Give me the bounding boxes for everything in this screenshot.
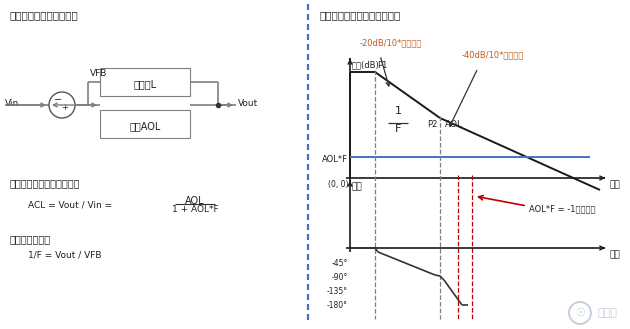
Text: -45°: -45° xyxy=(331,260,348,268)
Text: 1: 1 xyxy=(394,106,401,116)
Text: ☉: ☉ xyxy=(575,308,585,318)
Text: -20dB/10*倍频衰减: -20dB/10*倍频衰减 xyxy=(360,38,422,47)
Text: Vin: Vin xyxy=(5,99,20,108)
Text: 相位: 相位 xyxy=(352,182,363,191)
Text: (0, 0): (0, 0) xyxy=(328,180,348,189)
Text: P2: P2 xyxy=(428,120,438,129)
Text: AOL*F: AOL*F xyxy=(322,155,348,164)
Text: AOL*F = -1摆荡区域: AOL*F = -1摆荡区域 xyxy=(529,205,595,214)
Text: 运放AOL: 运放AOL xyxy=(129,121,161,131)
Text: 1/F = Vout / VFB: 1/F = Vout / VFB xyxy=(28,250,101,259)
Text: 频率: 频率 xyxy=(610,250,621,259)
Text: -40dB/10*倍频衰减: -40dB/10*倍频衰减 xyxy=(462,50,524,59)
Text: AOL: AOL xyxy=(445,120,463,129)
Text: -90°: -90° xyxy=(331,273,348,283)
Text: AOL: AOL xyxy=(185,196,205,206)
Text: F: F xyxy=(395,124,401,134)
Text: -180°: -180° xyxy=(327,301,348,311)
Text: +: + xyxy=(62,104,69,113)
Text: VFB: VFB xyxy=(90,69,107,78)
Text: 运放负反馈放大电路模型: 运放负反馈放大电路模型 xyxy=(10,10,79,20)
Text: Vout: Vout xyxy=(238,99,258,108)
Bar xyxy=(100,68,190,96)
Text: −: − xyxy=(54,95,62,105)
Text: -135°: -135° xyxy=(327,288,348,296)
Circle shape xyxy=(49,92,75,118)
Bar xyxy=(100,110,190,138)
Text: 反馈系数的倒数: 反馈系数的倒数 xyxy=(10,234,51,244)
Text: 负反馈放大电路的闭环增益: 负反馈放大电路的闭环增益 xyxy=(10,178,81,188)
Text: 1 + AOL*F: 1 + AOL*F xyxy=(172,205,219,214)
Text: P1: P1 xyxy=(377,61,387,70)
Text: 频率: 频率 xyxy=(610,180,621,189)
Text: 负反馈L: 负反馈L xyxy=(134,79,157,89)
Text: 运放负反馈放大电路摆渡模型: 运放负反馈放大电路摆渡模型 xyxy=(320,10,401,20)
Text: 增益(dB): 增益(dB) xyxy=(352,60,380,69)
Text: 日月辰: 日月辰 xyxy=(598,308,618,318)
Text: ACL = Vout / Vin =: ACL = Vout / Vin = xyxy=(28,201,112,210)
